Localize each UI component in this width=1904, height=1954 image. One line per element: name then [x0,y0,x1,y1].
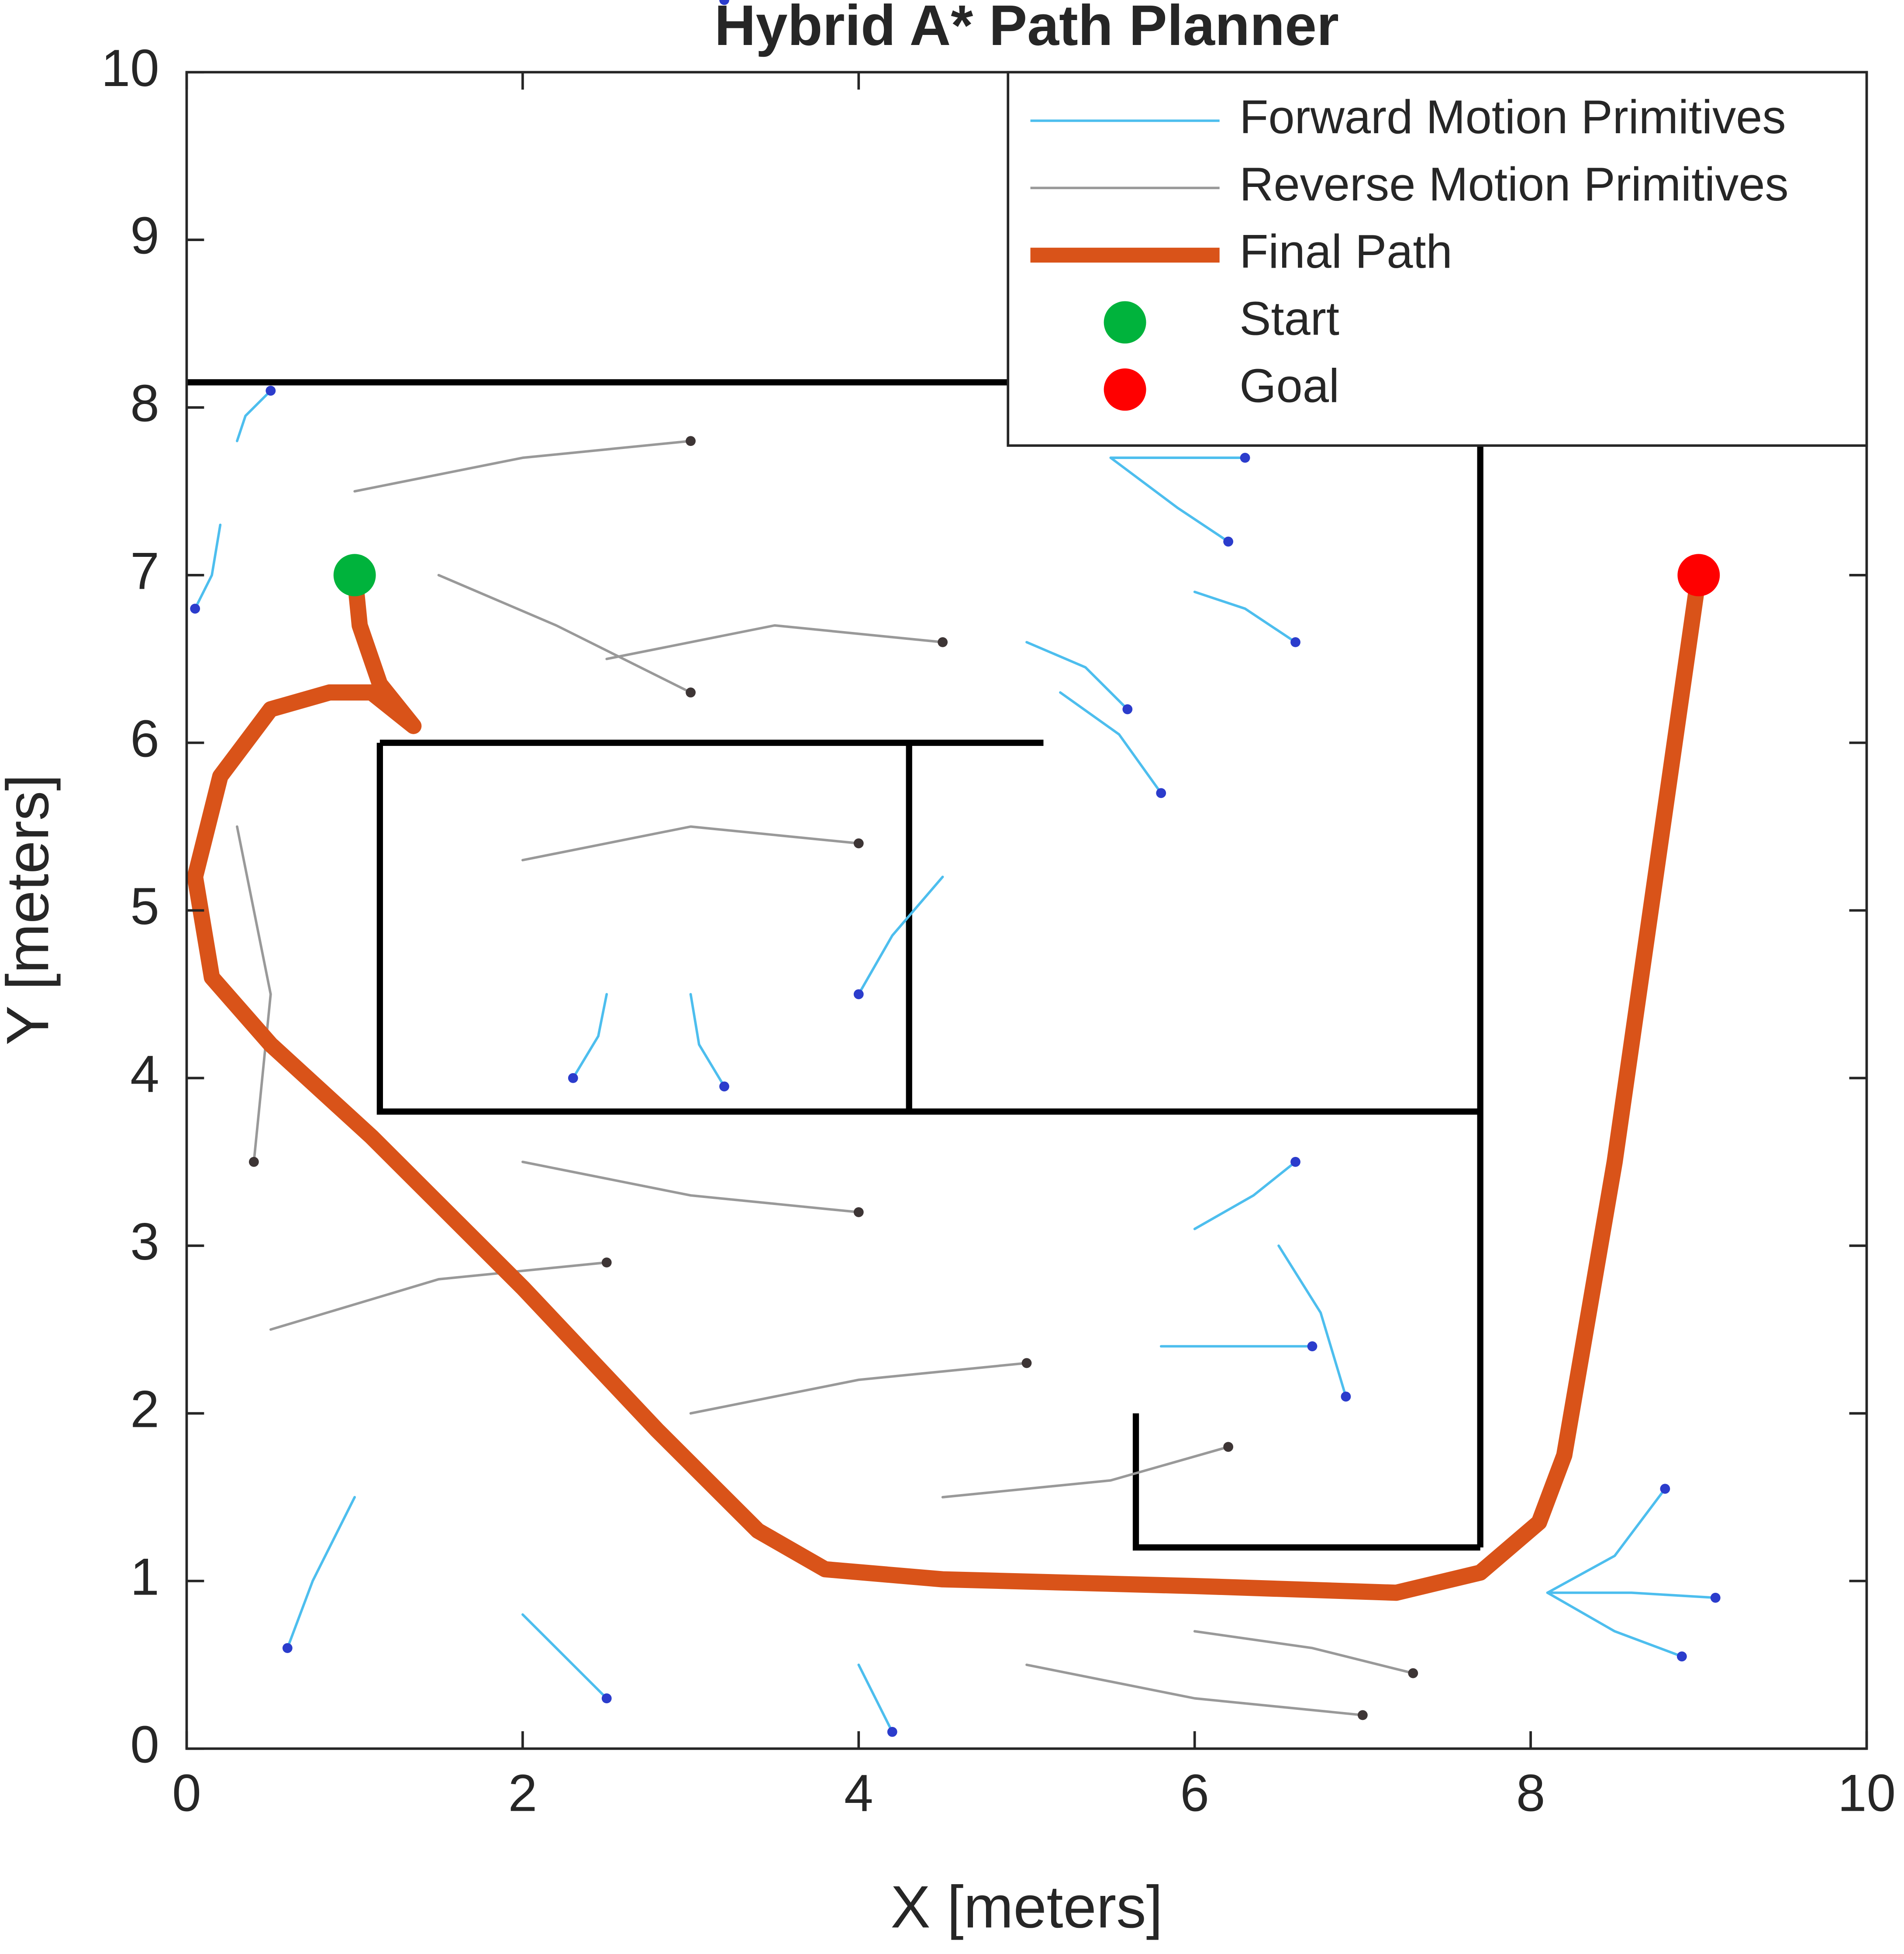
y-tick-label: 0 [130,1716,159,1774]
series-line [1546,1591,1717,1599]
y-tick-label: 8 [130,375,159,433]
legend-label: Forward Motion Primitives [1239,90,1786,143]
node-dot [1660,1484,1670,1494]
x-tick-label: 8 [1516,1764,1545,1823]
y-tick-label: 9 [130,207,159,265]
series-line [1025,641,1129,711]
x-tick-label: 10 [1838,1764,1896,1823]
node-dot [1307,1341,1318,1351]
y-tick-label: 4 [130,1045,159,1103]
obstacle-wall [376,742,1480,1115]
x-tick-label: 6 [1180,1764,1209,1823]
node-dot [1290,637,1300,647]
node-dot [686,436,696,446]
series-line [269,1261,608,1331]
node-dot [1676,1651,1687,1662]
node-dot [887,1727,897,1737]
series-line [1546,1591,1683,1658]
x-tick-label: 0 [172,1764,201,1823]
node-dot [190,604,200,614]
series-line [941,1446,1230,1498]
node-dot [719,1081,729,1091]
series-line [857,1664,894,1733]
series-line [857,875,944,996]
series-line [1546,1487,1666,1594]
series-line [236,825,272,1163]
node-dot [266,386,276,396]
node-dot [1156,788,1166,798]
point-marker [333,554,376,597]
series-line [187,567,1707,1601]
series-line [1277,1244,1347,1398]
y-tick-label: 7 [130,542,159,600]
y-tick-label: 1 [130,1548,159,1606]
node-dot [1710,1592,1721,1603]
legend: Forward Motion Primitives Reverse Motion … [1007,71,1868,447]
node-dot [601,1257,612,1268]
y-axis-label: Y [meters] [0,774,61,1046]
x-tick-label: 2 [508,1764,538,1823]
node-dot [1408,1668,1418,1678]
point-marker [1677,554,1720,597]
series-line [689,1362,1028,1415]
series-line [521,1613,608,1700]
series-line [689,993,726,1088]
series-line [353,439,692,493]
node-dot [1240,452,1250,463]
node-dot [1223,1442,1234,1452]
y-tick-label: 5 [130,877,159,936]
x-tick-label: 4 [844,1764,873,1823]
series-line [521,1160,860,1214]
node-dot [568,1073,578,1083]
node-dot [853,838,864,849]
series-line [1193,1160,1297,1230]
legend-label: Reverse Motion Primitives [1239,158,1788,211]
node-dot [719,0,729,5]
series-line [521,825,860,862]
series-line [1193,1630,1414,1674]
series-line [1193,590,1297,644]
node-dot [1223,536,1234,547]
series-line [605,624,944,660]
series-line [286,1496,356,1650]
y-tick-label: 10 [101,39,159,97]
node-dot [938,637,948,647]
legend-label: Final Path [1239,225,1452,278]
legend-label: Goal [1239,359,1339,412]
y-tick-label: 6 [130,710,159,768]
node-dot [1341,1391,1351,1402]
series-line [236,389,272,442]
series-line [193,523,222,610]
legend-marker [1104,368,1146,411]
node-dot [1357,1710,1368,1720]
node-dot [1122,704,1133,715]
node-dot [1021,1358,1032,1368]
y-tick-label: 2 [130,1381,159,1439]
series-line [1109,456,1230,543]
node-dot [601,1693,612,1704]
y-tick-label: 3 [130,1213,159,1271]
node-dot [1290,1157,1300,1167]
chart-title: Hybrid A* Path Planner [714,0,1339,57]
obstacle-wall [1132,1413,1480,1551]
legend-label: Start [1239,292,1339,345]
series-line [1025,1664,1364,1716]
series-line [1059,691,1162,794]
node-dot [282,1643,293,1653]
node-dot [248,1157,259,1167]
node-dot [853,989,864,999]
node-dot [686,687,696,697]
legend-marker [1104,301,1146,344]
node-dot [853,1207,864,1217]
x-axis-label: X [meters] [890,1873,1162,1940]
series-line [437,573,692,694]
series-line [572,993,608,1080]
